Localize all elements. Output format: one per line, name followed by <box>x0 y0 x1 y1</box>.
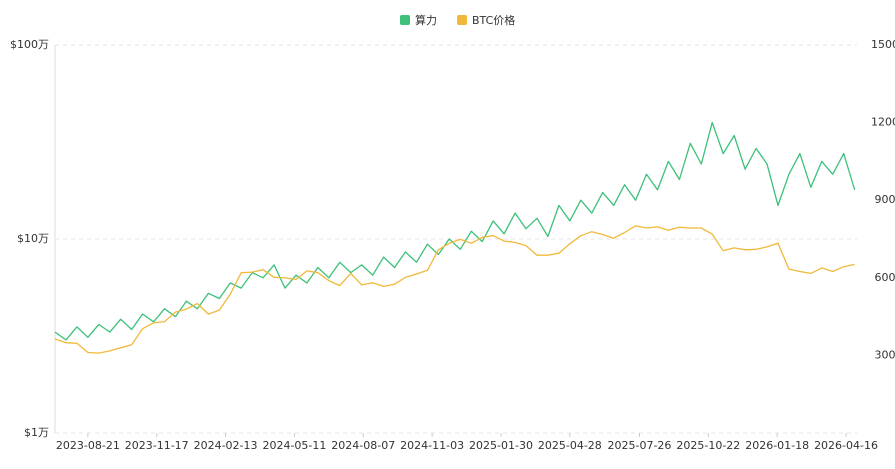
x-tick-label: 2025-07-26 <box>608 439 672 452</box>
x-tick-label: 2025-04-28 <box>538 439 602 452</box>
y2-tick-label: 1200 <box>871 116 895 129</box>
x-tick-label: 2024-05-11 <box>262 439 326 452</box>
legend-label: 算力 <box>415 13 437 27</box>
y2-tick-label: 600 <box>875 271 895 284</box>
series-line <box>54 225 855 354</box>
x-tick-label: 2023-08-21 <box>56 439 120 452</box>
y-tick-label: $10万 <box>17 232 49 245</box>
x-tick-label: 2026-04-16 <box>814 439 878 452</box>
x-tick-label: 2026-01-18 <box>745 439 809 452</box>
x-tick-label: 2024-11-03 <box>400 439 464 452</box>
y2-tick-label: 1500 <box>871 38 895 51</box>
legend-swatch <box>457 15 467 25</box>
legend-label: BTC价格 <box>472 13 515 27</box>
series-line <box>54 121 856 341</box>
y-tick-label: $1万 <box>24 426 49 439</box>
y-tick-label: $100万 <box>10 38 49 51</box>
y2-tick-label: 900 <box>875 193 895 206</box>
x-tick-label: 2025-01-30 <box>469 439 533 452</box>
legend-swatch <box>400 15 410 25</box>
x-tick-label: 2025-10-22 <box>676 439 740 452</box>
x-tick-label: 2024-02-13 <box>194 439 258 452</box>
x-tick-label: 2024-08-07 <box>331 439 395 452</box>
y2-tick-label: 300 <box>875 348 895 361</box>
x-tick-label: 2023-11-17 <box>125 439 189 452</box>
